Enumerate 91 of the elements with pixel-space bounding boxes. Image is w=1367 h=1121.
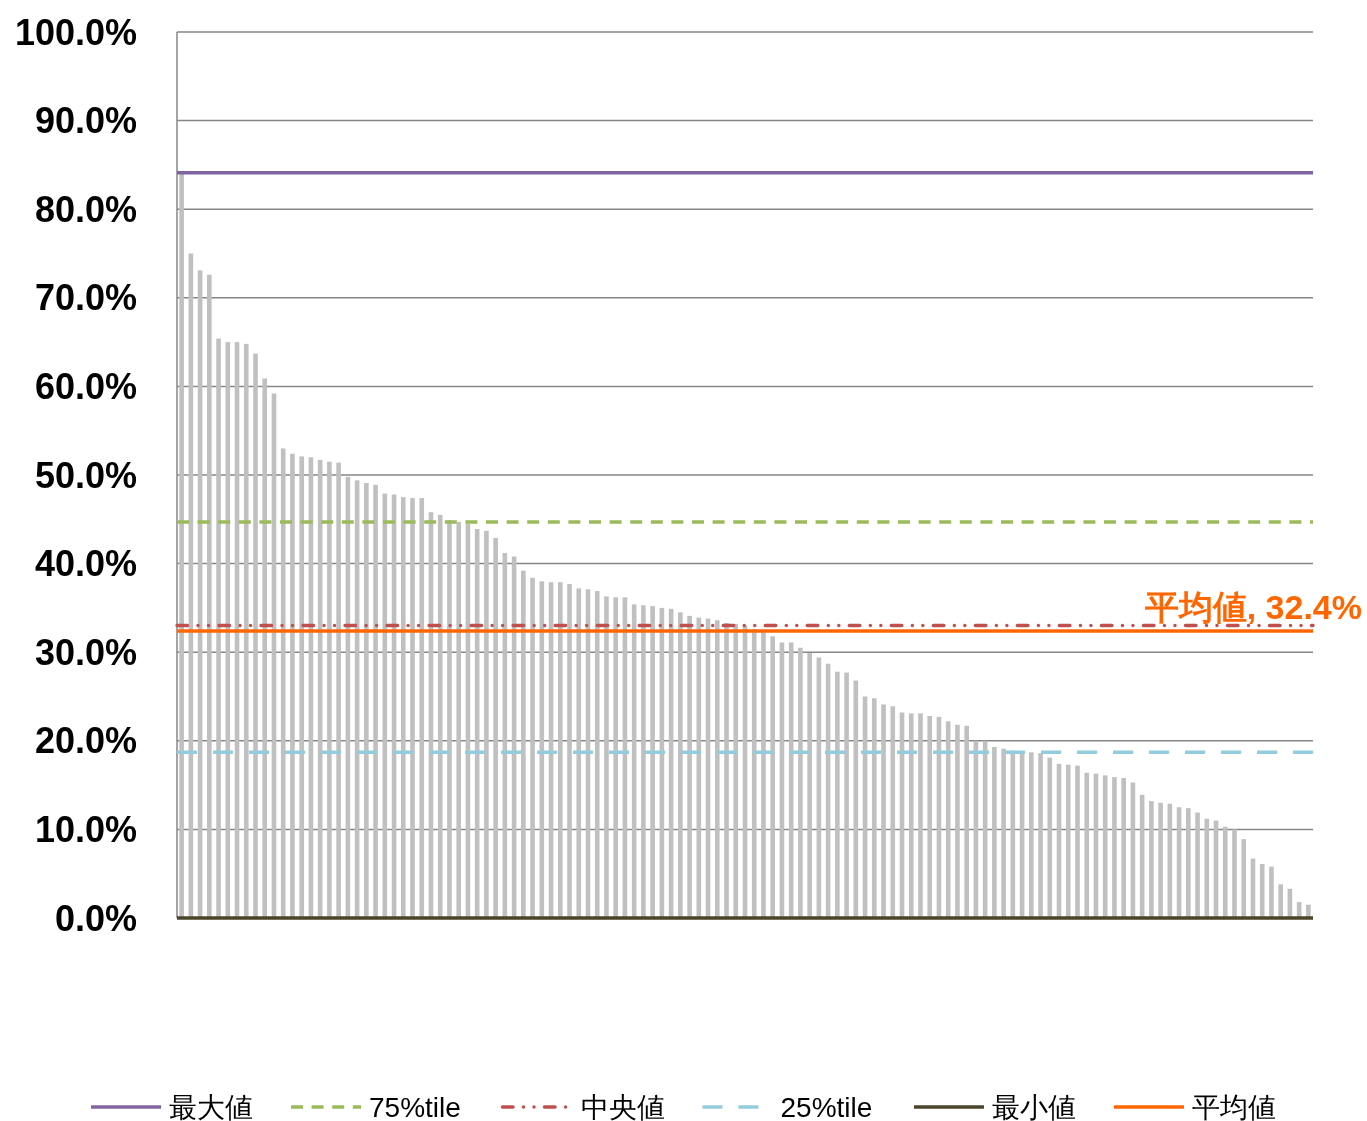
- bar: [641, 605, 646, 918]
- bar: [918, 713, 923, 918]
- legend-label: 中央値: [580, 1091, 665, 1121]
- bar: [687, 615, 692, 918]
- bar: [1075, 765, 1080, 918]
- bar: [567, 583, 572, 918]
- bar: [437, 514, 443, 918]
- bar: [243, 343, 249, 918]
- y-tick-label: 50.0%: [34, 454, 137, 496]
- bar: [927, 715, 933, 918]
- bar: [724, 622, 729, 918]
- bar: [1102, 775, 1108, 918]
- y-tick-label: 100.0%: [14, 11, 137, 53]
- bar: [410, 498, 415, 918]
- bar: [890, 706, 896, 918]
- bar: [1158, 802, 1163, 918]
- bar: [1278, 884, 1283, 918]
- y-tick-label: 0.0%: [54, 897, 137, 939]
- bar: [290, 453, 295, 918]
- y-tick-label: 90.0%: [34, 100, 137, 142]
- bar: [613, 597, 619, 918]
- bar: [557, 582, 563, 918]
- bar: [733, 623, 739, 918]
- legend-label: 最大値: [169, 1091, 254, 1121]
- bar: [1029, 752, 1034, 918]
- legend-label: 25%tile: [780, 1091, 873, 1121]
- legend-label: 最小値: [991, 1091, 1076, 1121]
- bar: [714, 620, 720, 918]
- y-tick-label: 60.0%: [34, 365, 137, 407]
- bar: [798, 647, 803, 918]
- bar: [770, 636, 776, 918]
- annotation: 平均値, 32.4%: [1143, 587, 1362, 626]
- bar: [382, 493, 388, 918]
- y-tick-label: 30.0%: [34, 631, 137, 673]
- y-tick-label: 80.0%: [34, 188, 137, 230]
- bar: [262, 378, 268, 918]
- bar: [1259, 863, 1265, 918]
- bar: [1001, 748, 1006, 918]
- bar: [1204, 818, 1210, 918]
- bar: [650, 606, 655, 918]
- bar: [327, 461, 332, 918]
- bar: [761, 631, 766, 918]
- bar: [336, 462, 341, 918]
- bar: [1186, 808, 1191, 918]
- bar: [484, 530, 489, 918]
- bar: [400, 497, 406, 918]
- bar: [521, 570, 526, 918]
- bar: [992, 747, 997, 918]
- bar: [493, 537, 498, 918]
- bar: [964, 725, 969, 918]
- y-tick-label: 10.0%: [34, 808, 137, 850]
- bar: [373, 484, 378, 918]
- bar: [871, 698, 877, 918]
- bar: [1195, 812, 1200, 918]
- bar: [1149, 801, 1154, 918]
- bar: [1065, 764, 1071, 918]
- bar: [908, 713, 914, 918]
- bar: [253, 353, 258, 918]
- y-tick-label: 20.0%: [34, 720, 137, 762]
- y-tick-label: 40.0%: [34, 543, 137, 585]
- legend-label: 75%tile: [369, 1091, 461, 1121]
- bar: [1084, 772, 1090, 918]
- bar: [844, 672, 849, 918]
- bar: [576, 588, 582, 918]
- bar: [225, 342, 231, 918]
- bar: [419, 498, 425, 918]
- bar: [299, 456, 304, 918]
- bar: [179, 172, 184, 918]
- bar: [1232, 829, 1237, 918]
- bar: [835, 671, 840, 918]
- bar: [207, 274, 212, 918]
- bar: [456, 521, 461, 918]
- bar: [1269, 866, 1274, 918]
- bar: [1038, 753, 1043, 918]
- bar: [364, 482, 369, 918]
- bar: [1047, 757, 1053, 918]
- bar: [678, 612, 683, 918]
- legend-label: 平均値: [1191, 1091, 1276, 1121]
- bar: [1222, 826, 1228, 918]
- bar: [1121, 778, 1126, 918]
- bar: [1241, 839, 1247, 918]
- bar: [604, 596, 609, 918]
- bar: [881, 704, 886, 918]
- bar: [530, 577, 535, 918]
- bar: [955, 724, 960, 918]
- bar: [216, 338, 221, 918]
- bar: [280, 448, 286, 918]
- y-tick-label: 70.0%: [34, 277, 137, 319]
- bar: [807, 653, 812, 918]
- bar: [1112, 777, 1117, 918]
- bar: [594, 591, 600, 918]
